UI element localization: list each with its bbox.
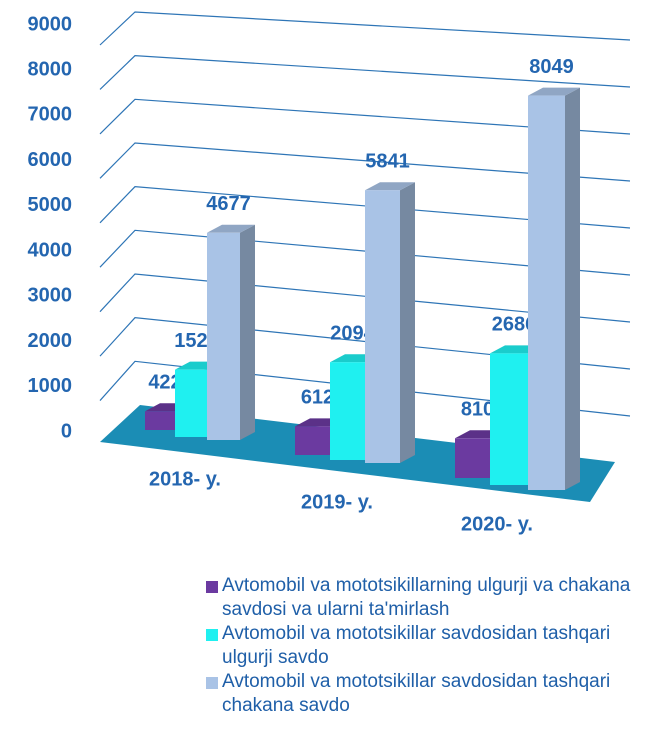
bar-side bbox=[565, 87, 580, 490]
grid-line bbox=[99, 317, 631, 370]
y-tick-label: 9000 bbox=[28, 13, 73, 35]
y-tick-label: 6000 bbox=[28, 149, 73, 171]
value-label: 4677 bbox=[206, 193, 251, 215]
bar bbox=[207, 232, 240, 440]
value-label: 8049 bbox=[529, 56, 574, 78]
bar bbox=[455, 438, 490, 478]
legend-label: Avtomobil va mototsikillar savdosidan ta… bbox=[222, 623, 611, 668]
grid-line bbox=[99, 142, 631, 182]
bar bbox=[295, 426, 330, 455]
y-tick-label: 7000 bbox=[28, 104, 73, 126]
y-tick-label: 5000 bbox=[28, 194, 73, 216]
bar-top bbox=[365, 182, 415, 191]
bar bbox=[330, 362, 365, 460]
y-tick-label: 1000 bbox=[28, 375, 73, 397]
bar-top bbox=[207, 224, 255, 233]
y-tick-label: 3000 bbox=[28, 285, 73, 307]
grid-line bbox=[99, 186, 631, 229]
grid-line bbox=[99, 11, 631, 46]
chart: 0 1000 2000 3000 4000 5000 6000 7000 8000 9000 201… bbox=[28, 11, 631, 535]
grid-line bbox=[99, 273, 631, 323]
bar-side bbox=[240, 224, 255, 440]
y-tick-label: 2000 bbox=[28, 330, 73, 352]
legend-item: Avtomobil va mototsikillarning ulgurji v… bbox=[206, 574, 646, 622]
legend-swatch bbox=[206, 677, 218, 689]
y-tick-label: 0 bbox=[61, 420, 72, 442]
bar bbox=[365, 190, 400, 464]
value-label: 2686 bbox=[492, 314, 537, 336]
value-label: 5841 bbox=[365, 151, 410, 173]
grid-line bbox=[99, 360, 631, 417]
x-tick-label: 2020- y. bbox=[461, 513, 533, 535]
x-tick-label: 2018- y. bbox=[149, 468, 221, 490]
y-tick-label: 8000 bbox=[28, 59, 73, 81]
legend-label: Avtomobil va mototsikillarning ulgurji v… bbox=[222, 575, 631, 620]
grid-line bbox=[99, 229, 631, 276]
bar bbox=[145, 411, 175, 430]
legend: Avtomobil va mototsikillarning ulgurji v… bbox=[206, 574, 646, 718]
bar-side bbox=[400, 182, 415, 464]
legend-item: Avtomobil va mototsikillar savdosidan ta… bbox=[206, 670, 646, 718]
legend-swatch bbox=[206, 581, 218, 593]
bar bbox=[490, 353, 528, 485]
bar-top bbox=[528, 87, 580, 96]
x-tick-label: 2019- y. bbox=[301, 491, 373, 513]
grid-line bbox=[99, 98, 631, 135]
legend-label: Avtomobil va mototsikillar savdosidan ta… bbox=[222, 671, 611, 716]
value-label: 810 bbox=[461, 399, 494, 421]
y-tick-label: 4000 bbox=[28, 239, 73, 261]
value-label: 2094 bbox=[330, 322, 375, 344]
value-label: 612 bbox=[301, 387, 334, 409]
legend-swatch bbox=[206, 629, 218, 641]
bar bbox=[528, 95, 565, 490]
grid-line bbox=[99, 55, 631, 90]
value-label: 422 bbox=[148, 372, 181, 394]
legend-item: Avtomobil va mototsikillar savdosidan ta… bbox=[206, 622, 646, 670]
bar bbox=[175, 369, 208, 437]
